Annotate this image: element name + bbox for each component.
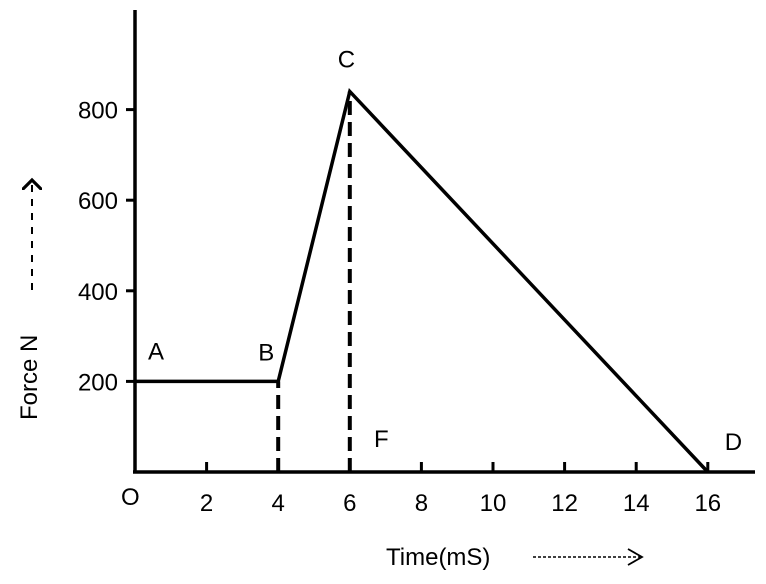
point-label-b: B (258, 339, 274, 366)
series-line-0 (135, 87, 710, 474)
x-tick-label: 14 (623, 490, 650, 517)
y-axis-title: Force N (16, 180, 43, 420)
point-label-a: A (148, 338, 164, 365)
x-tick-label: 10 (480, 490, 507, 517)
x-tick-label: 8 (415, 490, 428, 517)
point-label-f: F (374, 426, 389, 453)
x-tick-label: 2 (200, 490, 213, 517)
x-tick-label: 4 (272, 490, 285, 517)
x-tick-label: 6 (343, 490, 356, 517)
origin-label: O (121, 484, 140, 511)
y-axis-label: Force N (16, 335, 43, 420)
y-tick-label: 800 (78, 98, 118, 125)
x-tick-label: 16 (694, 490, 721, 517)
x-tick-label: 12 (551, 490, 578, 517)
y-tick-label: 400 (78, 279, 118, 306)
y-tick-label: 200 (78, 369, 118, 396)
point-label-d: D (725, 429, 742, 456)
x-axis-title: Time(mS) (386, 544, 644, 571)
x-axis-arrow-head (627, 548, 644, 566)
x-axis-label: Time(mS) (386, 544, 490, 571)
point-label-c: C (338, 46, 355, 73)
y-tick-label: 600 (78, 188, 118, 215)
